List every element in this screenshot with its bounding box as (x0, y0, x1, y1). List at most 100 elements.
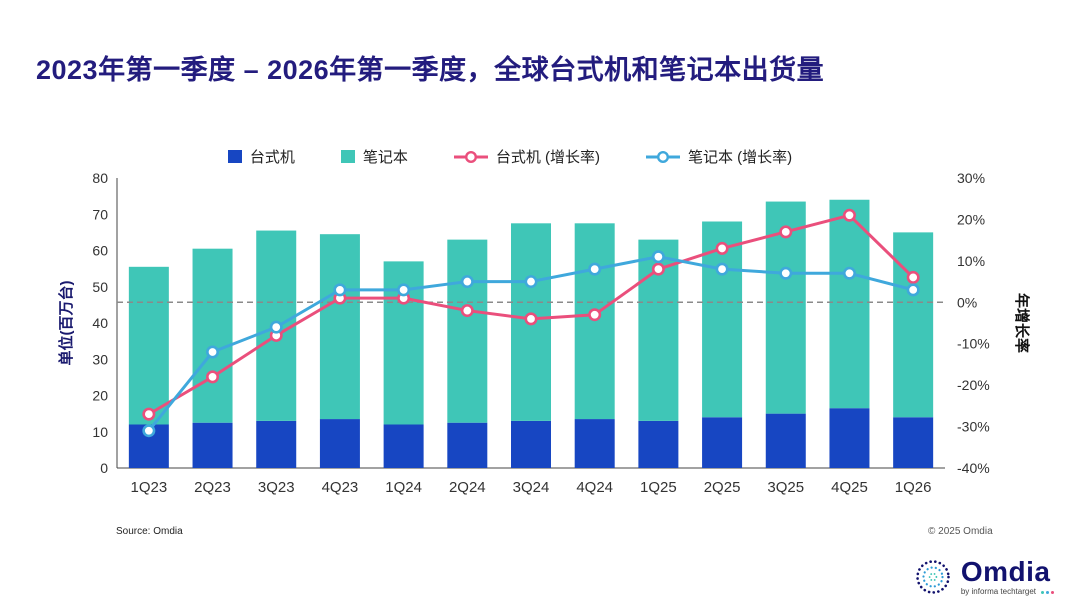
chart-area: 0 10 20 30 40 50 60 70 80 30% 20% 10% 0% -10% -20% -30%… (55, 168, 1031, 518)
line-marker (397, 283, 411, 297)
bar-segment (638, 420, 679, 468)
svg-text:-40%: -40% (957, 460, 990, 476)
line-marker (715, 262, 729, 276)
left-axis-title: 单位(百万台) (57, 281, 75, 366)
bar-segment (319, 419, 360, 468)
left-axis-ticks: 0 10 20 30 40 50 60 70 80 (92, 170, 108, 476)
line-marker (651, 262, 665, 276)
svg-text:80: 80 (92, 170, 108, 186)
legend-item: 笔记本 (340, 146, 408, 167)
bar-segment (829, 199, 870, 409)
bar-segment (128, 266, 169, 425)
bar-segment (447, 422, 488, 468)
legend-label: 台式机 (249, 149, 295, 166)
legend-label: 台式机 (增长率) (495, 149, 601, 166)
legend-line-marker (646, 150, 681, 163)
line-marker (779, 266, 793, 280)
legend-item: 台式机 (增长率) (453, 146, 601, 167)
bar-segment (893, 417, 934, 468)
line-marker (460, 304, 474, 318)
svg-text:4Q24: 4Q24 (576, 479, 613, 496)
svg-text:0%: 0% (957, 294, 977, 310)
svg-text:4Q23: 4Q23 (322, 479, 359, 496)
logo-name: Omdia (960, 556, 1051, 587)
svg-text:20: 20 (92, 388, 108, 404)
legend-item: 台式机 (227, 146, 295, 167)
right-axis-title: 年增长率 (1013, 293, 1030, 353)
line-marker (524, 275, 538, 289)
svg-text:3Q25: 3Q25 (767, 479, 804, 496)
x-axis-labels: 1Q23 2Q23 3Q23 4Q23 1Q24 2Q24 3Q24 4Q24 1Q25 2Q25… (130, 479, 931, 496)
line-marker (842, 208, 856, 222)
line-marker (715, 241, 729, 255)
line-marker (651, 250, 665, 264)
line-marker (269, 320, 283, 334)
svg-text:2Q25: 2Q25 (704, 479, 741, 496)
bar-segment (511, 420, 551, 468)
copyright-note: © 2025 Omdia (928, 526, 993, 537)
svg-text:1Q25: 1Q25 (640, 479, 677, 496)
svg-text:-20%: -20% (957, 377, 990, 393)
source-note: Source: Omdia (116, 526, 183, 537)
bar-segment (765, 413, 806, 468)
svg-text:3Q24: 3Q24 (513, 479, 550, 496)
line-marker (588, 262, 602, 276)
svg-text:2Q23: 2Q23 (194, 479, 231, 496)
line-series (142, 250, 920, 438)
bars-layer (128, 199, 934, 468)
svg-text:30: 30 (92, 351, 108, 367)
logo-dots-icon (1041, 590, 1054, 594)
line-marker (906, 283, 920, 297)
svg-text:40: 40 (92, 315, 108, 331)
bar-segment (192, 422, 233, 468)
svg-text:3Q23: 3Q23 (258, 479, 295, 496)
line-marker (142, 424, 156, 438)
svg-text:30%: 30% (957, 170, 985, 186)
line-marker (906, 270, 920, 284)
legend-label: 笔记本 (增长率) (688, 149, 793, 166)
bar-segment (702, 417, 743, 468)
line-series (142, 208, 920, 421)
bar-segment (319, 234, 360, 420)
svg-text:20%: 20% (957, 211, 985, 227)
line-marker (333, 283, 347, 297)
logo-tagline: by informa techtarget (961, 588, 1054, 596)
line-marker (206, 345, 220, 359)
svg-text:4Q25: 4Q25 (831, 479, 868, 496)
bar-segment (256, 420, 297, 468)
line-marker (460, 275, 474, 289)
line-marker (142, 407, 156, 421)
chart-legend: 台式机 笔记本 台式机 (增长率) 笔记本 (增长率) (60, 146, 960, 167)
svg-text:0: 0 (100, 460, 108, 476)
svg-text:70: 70 (92, 206, 108, 222)
svg-text:1Q26: 1Q26 (895, 479, 932, 496)
omdia-logo-icon (916, 560, 950, 594)
bar-segment (447, 239, 488, 423)
svg-text:-10%: -10% (957, 336, 990, 352)
bar-segment (383, 424, 424, 468)
legend-bar-swatch (227, 150, 242, 163)
legend-label: 笔记本 (362, 149, 408, 166)
bar-segment (192, 248, 233, 423)
combo-chart: 0 10 20 30 40 50 60 70 80 30% 20% 10% 0% -10% -20% -30%… (57, 170, 1031, 496)
line-marker (842, 266, 856, 280)
line-marker (588, 308, 602, 322)
omdia-logo: Omdia by informa techtarget (914, 558, 1054, 596)
bar-segment (829, 408, 870, 468)
svg-text:1Q24: 1Q24 (385, 479, 422, 496)
svg-text:60: 60 (92, 243, 108, 259)
svg-text:1Q23: 1Q23 (130, 479, 167, 496)
right-axis-ticks: 30% 20% 10% 0% -10% -20% -30% -40% (957, 170, 990, 476)
line-marker (524, 312, 538, 326)
svg-text:50: 50 (92, 279, 108, 295)
legend-item: 笔记本 (增长率) (646, 146, 792, 167)
line-marker (779, 225, 793, 239)
svg-text:2Q24: 2Q24 (449, 479, 486, 496)
svg-text:-30%: -30% (957, 419, 990, 435)
svg-text:10: 10 (92, 424, 108, 440)
line-marker (206, 370, 220, 384)
bar-segment (893, 232, 934, 418)
svg-text:10%: 10% (957, 253, 985, 269)
page-title: 2023年第一季度 – 2026年第一季度，全球台式机和笔记本出货量 (36, 55, 825, 86)
legend-line-marker (453, 150, 488, 163)
